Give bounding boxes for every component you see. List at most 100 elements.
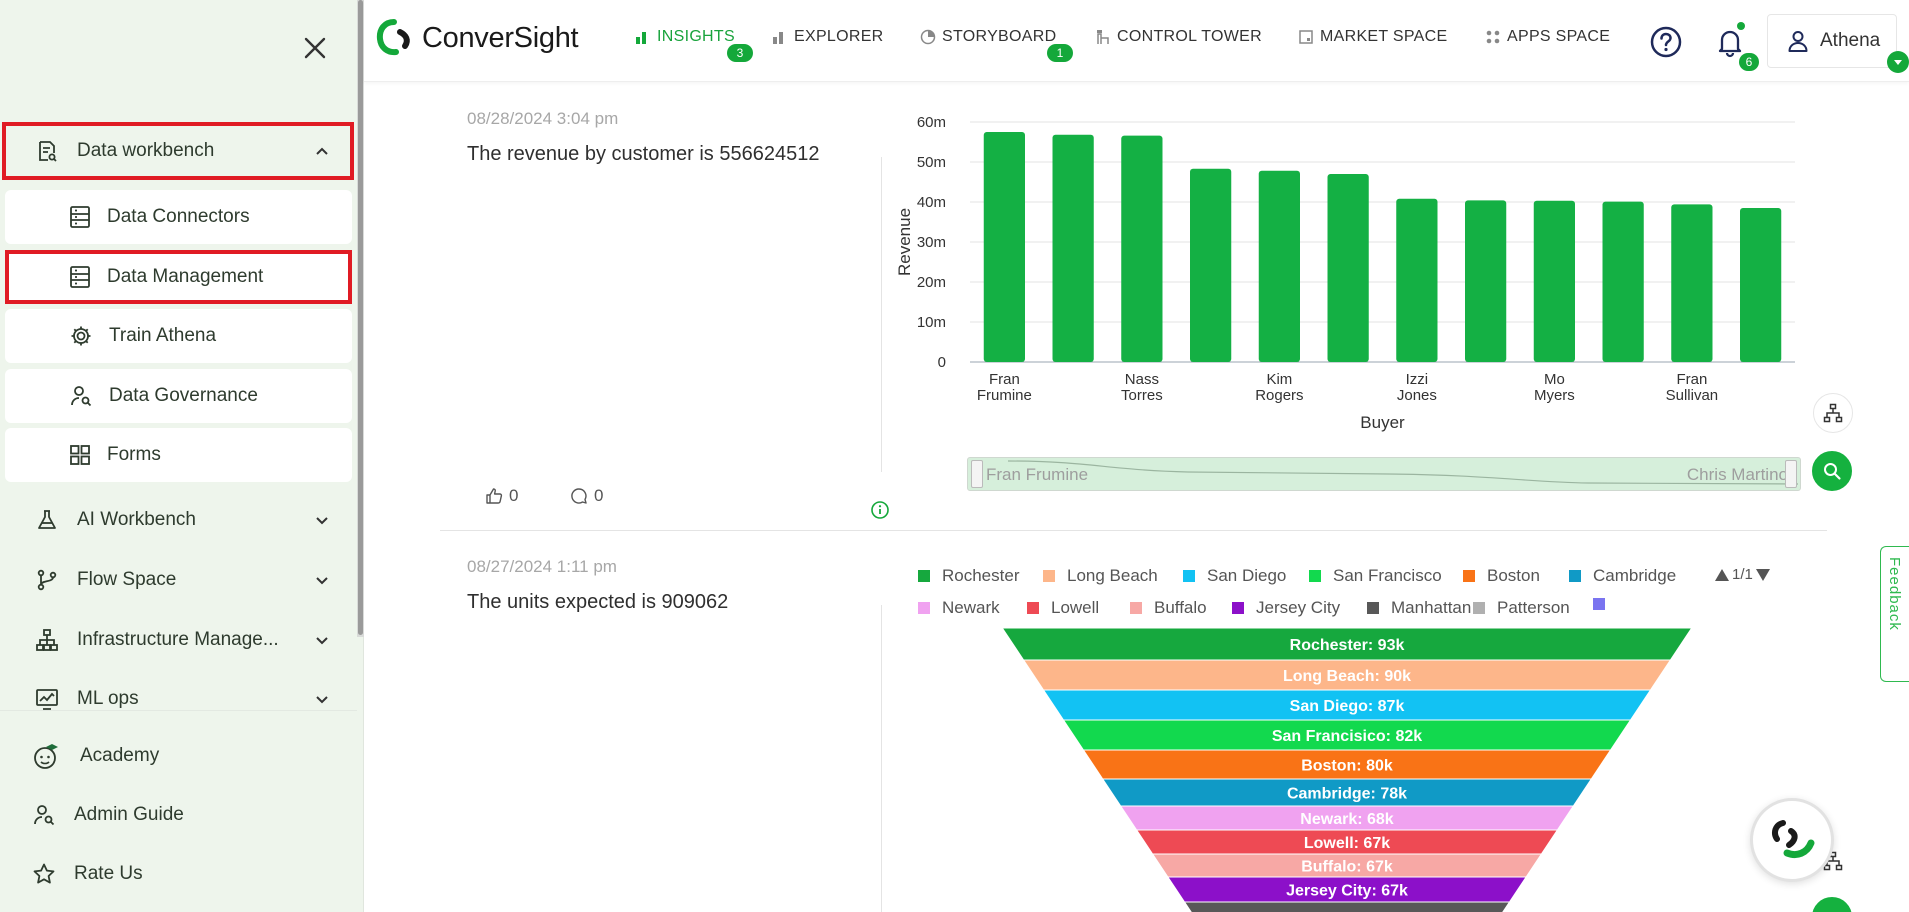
chat-assistant-button[interactable] [1750,798,1834,882]
sidebar-scrollbar[interactable] [357,0,364,637]
insights-count-badge: 3 [727,44,753,62]
legend-item[interactable]: Jersey City [1232,598,1340,618]
like-count: 0 [509,486,519,505]
sidebar-item-label: Data Management [107,266,264,287]
search-icon[interactable] [1812,897,1852,912]
y-tick-label: 0 [938,354,946,371]
sidebar-item-data-connectors[interactable]: Data Connectors [5,190,352,244]
bar[interactable] [1121,135,1163,362]
sidebar-link-rate-us[interactable]: Rate Us [32,852,143,896]
chevron-down-icon[interactable] [1887,51,1909,73]
help-icon[interactable] [1646,22,1686,62]
sidebar-item-label: Forms [107,444,161,465]
legend-swatch [1463,570,1475,582]
sidebar-section-ml-ops[interactable]: ML ops [2,670,354,728]
hierarchy-icon[interactable] [1813,841,1853,881]
feedback-tab[interactable]: Feedback [1880,546,1909,682]
conversight-logo[interactable]: ConverSight [376,18,579,58]
tab-explorer[interactable]: EXPLORER [772,28,884,46]
legend-label: Cambridge [1593,566,1677,585]
legend-swatch [1043,570,1055,582]
legend-item[interactable] [1593,598,1617,610]
sidebar-item-forms[interactable]: Forms [5,428,352,482]
sidebar-link-label: Academy [80,745,160,766]
tab-label: APPS SPACE [1507,28,1611,45]
bar[interactable] [1190,168,1232,362]
logo-text: ConverSight [422,21,579,54]
legend-item[interactable]: Newark [918,598,1000,618]
sidebar-link-label: Admin Guide [74,804,184,825]
legend-label: Rochester [942,566,1020,585]
sidebar-section-infrastructure-management[interactable]: Infrastructure Manage... [2,611,354,669]
bar[interactable] [1533,200,1575,362]
sidebar-section-ai-workbench[interactable]: AI Workbench [2,491,354,549]
legend-swatch [1367,602,1379,614]
units-funnel-chart: Rochester: 93k Long Beach: 90k San Diego: … [1001,627,1693,912]
tab-label: MARKET SPACE [1320,28,1448,45]
like-button[interactable]: 0 [485,486,518,506]
legend-item[interactable]: Cambridge [1569,566,1676,586]
scrollbar-thumb[interactable] [358,0,363,635]
legend-label: Long Beach [1067,566,1158,585]
chat-assistant-icon [1772,820,1815,859]
sidebar-section-flow-space[interactable]: Flow Space [2,551,354,609]
funnel-segment-label: Rochester: 93k [1290,637,1405,654]
funnel-segment[interactable] [1183,901,1511,912]
bar[interactable] [983,132,1025,362]
funnel-segment-label: Boston: 80k [1301,758,1393,775]
sidebar-item-data-governance[interactable]: Data Governance [5,369,352,423]
legend-item[interactable]: Manhattan [1367,598,1471,618]
sidebar: Data workbench Data Connectors Data Mana… [0,0,364,912]
legend-item[interactable]: Long Beach [1043,566,1158,586]
bar[interactable] [1465,200,1507,362]
sidebar-section-data-workbench[interactable]: Data workbench [2,122,354,180]
tab-label: STORYBOARD [942,28,1057,45]
sidebar-link-admin-guide[interactable]: Admin Guide [32,793,184,837]
sidebar-link-academy[interactable]: Academy [32,734,159,778]
legend-item[interactable]: San Diego [1183,566,1286,586]
bar[interactable] [1602,201,1644,362]
hierarchy-icon[interactable] [1813,393,1853,433]
chart-range-slider[interactable]: Fran Frumine Chris Martino [967,457,1801,491]
bar-chart-icon [636,32,646,44]
range-handle-left[interactable] [971,460,983,488]
x-tick-label: Nass Torres [1121,371,1163,404]
sidebar-item-train-athena[interactable]: Train Athena [5,309,352,363]
close-icon[interactable] [295,28,335,68]
tab-market-space[interactable]: MARKET SPACE [1298,28,1447,46]
legend-item[interactable]: Patterson [1473,598,1570,618]
bar[interactable] [1396,198,1438,362]
legend-item[interactable]: San Francisco [1309,566,1442,586]
legend-item[interactable]: Boston [1463,566,1540,586]
search-icon[interactable] [1812,451,1852,491]
sidebar-item-data-management[interactable]: Data Management [5,250,352,304]
legend-item[interactable]: Lowell [1027,598,1099,618]
funnel-segment-label: Jersey City: 67k [1286,883,1408,900]
storyboard-count-badge: 1 [1047,44,1073,62]
user-search-icon [71,386,92,407]
comment-button[interactable]: 0 [570,486,603,506]
bell-icon[interactable] [1710,22,1750,62]
sidebar-section-label: AI Workbench [77,509,196,530]
tower-icon [1097,30,1109,44]
user-menu[interactable]: Athena [1767,14,1897,68]
bar[interactable] [1671,204,1713,362]
info-icon[interactable] [870,500,890,520]
bar[interactable] [1258,170,1300,362]
triangle-down-icon[interactable] [1755,568,1771,582]
tab-insights[interactable]: INSIGHTS [635,28,735,46]
bar[interactable] [1327,174,1369,362]
legend-item[interactable]: Buffalo [1130,598,1207,618]
database-icon [70,266,90,288]
tab-storyboard[interactable]: STORYBOARD [920,28,1056,46]
chart-monitor-icon [36,689,58,710]
bar[interactable] [1740,208,1782,362]
tab-apps-space[interactable]: APPS SPACE [1485,28,1610,46]
y-tick-label: 30m [917,234,946,251]
network-icon [36,629,58,651]
legend-item[interactable]: Rochester [918,566,1019,586]
bar[interactable] [1052,134,1094,362]
range-handle-right[interactable] [1785,460,1797,488]
triangle-up-icon[interactable] [1714,568,1730,582]
tab-control-tower[interactable]: CONTROL TOWER [1095,28,1262,46]
